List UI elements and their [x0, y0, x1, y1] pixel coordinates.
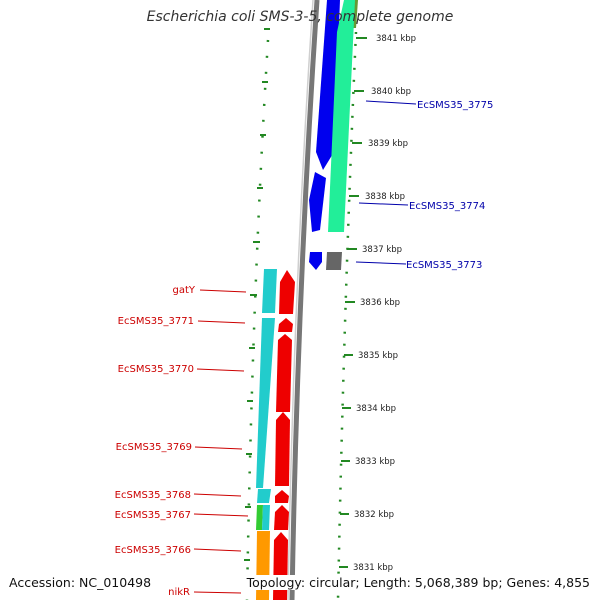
kbp-label: 3832 kbp	[354, 510, 394, 520]
gene-label-left: nikR	[168, 587, 190, 598]
gene-ecsms35-3768-cyan	[257, 489, 271, 503]
gene-ecsms35-3771-red	[278, 318, 293, 332]
left-leaders	[193, 289, 249, 594]
gene-label-left: gatY	[172, 285, 195, 296]
gene-gatY-red	[279, 270, 295, 314]
kbp-labels: 3841 kbp 3840 kbp 3839 kbp 3838 kbp 3837…	[353, 34, 416, 573]
gene-ecsms35-3773	[309, 252, 322, 270]
gene-ecsms35-3770-red	[276, 334, 292, 412]
gene-label-left: EcSMS35_3767	[115, 510, 191, 521]
gene-label-left: EcSMS35_3766	[115, 545, 191, 556]
gene-ecsms35-3768-red	[275, 490, 289, 503]
kbp-label: 3833 kbp	[355, 457, 395, 467]
kbp-label: 3831 kbp	[353, 563, 393, 573]
kbp-label: 3841 kbp	[376, 34, 416, 44]
gene-ecsms35-3771-cyan	[256, 318, 275, 488]
right-leaders	[355, 100, 417, 265]
gene-label-left: EcSMS35_3770	[118, 364, 194, 375]
gene-ecsms35-3769-red	[275, 412, 290, 486]
outer-scale-arc	[336, 31, 358, 600]
genome-summary: Topology: circular; Length: 5,068,389 bp…	[242, 575, 590, 590]
backbone-arc-inner	[287, 0, 314, 600]
gene-label-right: EcSMS35_3774	[409, 201, 485, 212]
gene-label-left: EcSMS35_3769	[116, 442, 192, 453]
right-gene-labels: EcSMS35_3775 EcSMS35_3774 EcSMS35_3773	[406, 100, 493, 271]
gene-ecsms35-3767-red	[274, 505, 289, 530]
gene-ecsms35-3773-grey	[326, 252, 342, 270]
kbp-label: 3834 kbp	[356, 404, 396, 414]
kbp-label: 3840 kbp	[371, 87, 411, 97]
gene-label-left: EcSMS35_3768	[115, 490, 191, 501]
map-title: Escherichia coli SMS-3-5, complete genom…	[146, 9, 454, 25]
kbp-label: 3837 kbp	[362, 245, 402, 255]
outer-ticks	[339, 37, 367, 568]
gene-ecsms35-3767-cyan	[262, 505, 270, 530]
kbp-label: 3835 kbp	[358, 351, 398, 361]
gene-label-right: EcSMS35_3773	[406, 260, 482, 271]
gene-ecsms35-3767-green	[256, 505, 263, 530]
kbp-label: 3839 kbp	[368, 139, 408, 149]
kbp-label: 3838 kbp	[365, 192, 405, 202]
kbp-label: 3836 kbp	[360, 298, 400, 308]
gene-label-left: EcSMS35_3771	[118, 316, 194, 327]
gene-label-right: EcSMS35_3775	[417, 100, 493, 111]
gene-ecsms35-3774	[309, 172, 326, 232]
accession-text: Accession: NC_010498	[9, 575, 152, 590]
backbone-arc	[289, 0, 320, 600]
gene-gatY-cyan	[262, 269, 277, 313]
left-gene-labels: gatY EcSMS35_3771 EcSMS35_3770 EcSMS35_3…	[115, 285, 196, 598]
gene-ecsms35-3775-green	[328, 0, 355, 232]
inner-ticks	[244, 28, 270, 561]
